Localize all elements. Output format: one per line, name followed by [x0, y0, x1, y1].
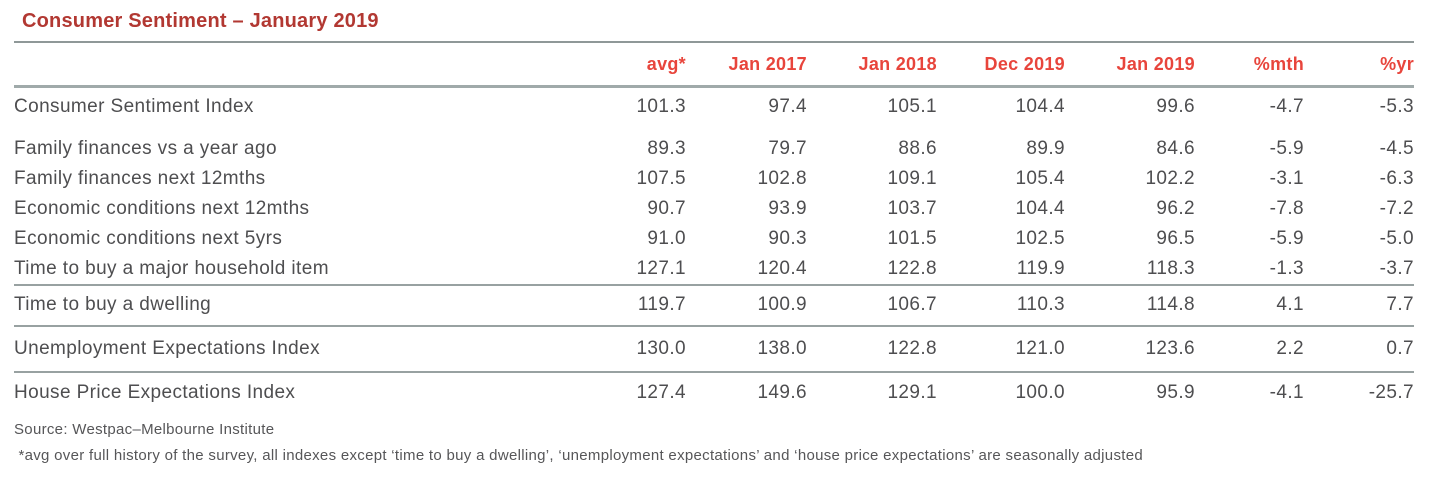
value-cell: 84.6 [1156, 138, 1195, 159]
label-column-header [14, 43, 560, 88]
value-cell: 99.6 [1156, 96, 1195, 117]
value-cell: 79.7 [768, 138, 807, 159]
column-header: Jan 2019 [1065, 43, 1195, 88]
column-header: Jan 2018 [807, 43, 937, 88]
value-cell: 138.0 [686, 325, 807, 372]
table-row: Unemployment Expectations Index 130.0 138.… [14, 325, 1414, 372]
value-cell: -6.3 [1379, 168, 1414, 189]
value-cell: 105.1 [887, 96, 937, 117]
row-label: Time to buy a major household item [14, 258, 329, 279]
value-cell: 106.7 [807, 284, 937, 326]
value-cell: 90.7 [647, 198, 686, 219]
value-cell: 89.9 [1026, 138, 1065, 159]
row-label: Unemployment Expectations Index [14, 325, 560, 372]
row-label: Family finances next 12mths [14, 168, 266, 189]
value-cell: 104.4 [1015, 198, 1065, 219]
value-cell: 118.3 [1146, 258, 1195, 279]
row-label: Economic conditions next 12mths [14, 198, 310, 219]
value-cell: 103.7 [887, 198, 937, 219]
value-cell: 110.3 [937, 284, 1065, 326]
table-row: Family finances vs a year ago 89.3 79.7 88.… [14, 134, 1414, 164]
title-divider [14, 41, 1414, 43]
value-cell: -5.9 [1269, 138, 1304, 159]
value-cell: 90.3 [768, 228, 807, 249]
table-row: Family finances next 12mths 107.5 102.8 109… [14, 164, 1414, 194]
value-cell: -3.7 [1379, 258, 1414, 279]
table-row: Consumer Sentiment Index 101.3 97.4 105.1 10… [14, 87, 1414, 135]
value-cell: 0.7 [1304, 325, 1414, 372]
table-row: House Price Expectations Index 127.4 149.6… [14, 371, 1414, 410]
column-header: avg* [560, 43, 686, 88]
value-cell: 4.1 [1195, 284, 1304, 326]
page-title: Consumer Sentiment – January 2019 [22, 10, 379, 32]
value-cell: 100.9 [686, 284, 807, 326]
value-cell: 105.4 [1015, 168, 1065, 189]
value-cell: -4.5 [1379, 138, 1414, 159]
value-cell: 93.9 [768, 198, 807, 219]
value-cell: 89.3 [647, 138, 686, 159]
value-cell: 129.1 [807, 371, 937, 410]
column-header: %yr [1304, 43, 1414, 88]
value-cell: 107.5 [636, 168, 686, 189]
value-cell: 102.8 [757, 168, 807, 189]
value-cell: -7.2 [1379, 198, 1414, 219]
value-cell: 96.2 [1156, 198, 1195, 219]
value-cell: 123.6 [1065, 325, 1195, 372]
value-cell: -5.9 [1269, 228, 1304, 249]
value-cell: 122.8 [807, 325, 937, 372]
value-cell: -1.3 [1269, 258, 1304, 279]
value-cell: 121.0 [937, 325, 1065, 372]
row-label: Family finances vs a year ago [14, 138, 277, 159]
value-cell: 2.2 [1195, 325, 1304, 372]
value-cell: -5.3 [1379, 96, 1414, 117]
table-row: Time to buy a dwelling 119.7 100.9 106.7 110… [14, 284, 1414, 326]
value-cell: -7.8 [1269, 198, 1304, 219]
value-cell: 127.1 [636, 258, 686, 279]
row-label: Consumer Sentiment Index [14, 96, 254, 117]
value-cell: 149.6 [686, 371, 807, 410]
value-cell: 130.0 [560, 325, 686, 372]
table-row: Economic conditions next 5yrs 91.0 90.3 101… [14, 224, 1414, 254]
value-cell: 100.0 [937, 371, 1065, 410]
value-cell: 109.1 [887, 168, 937, 189]
table-row: Time to buy a major household item 127.1 1… [14, 254, 1414, 285]
row-label: House Price Expectations Index [14, 371, 560, 410]
column-header: %mth [1195, 43, 1304, 88]
value-cell: 104.4 [1015, 96, 1065, 117]
value-cell: 95.9 [1065, 371, 1195, 410]
value-cell: 102.5 [1015, 228, 1065, 249]
value-cell: 119.7 [560, 284, 686, 326]
value-cell: 91.0 [647, 228, 686, 249]
value-cell: 97.4 [768, 96, 807, 117]
value-cell: 96.5 [1156, 228, 1195, 249]
value-cell: 120.4 [757, 258, 807, 279]
sentiment-table: avg* Jan 2017 Jan 2018 Dec 2019 Jan 2019 %mth… [14, 43, 1414, 410]
value-cell: -4.7 [1269, 96, 1304, 117]
value-cell: 102.2 [1145, 168, 1195, 189]
value-cell: -25.7 [1304, 371, 1414, 410]
consumer-sentiment-report: Consumer Sentiment – January 2019 avg* Ja… [14, 10, 1414, 464]
value-cell: 127.4 [560, 371, 686, 410]
value-cell: 88.6 [898, 138, 937, 159]
row-label: Time to buy a dwelling [14, 284, 560, 326]
column-header: Dec 2019 [937, 43, 1065, 88]
value-cell: 101.3 [636, 96, 686, 117]
value-cell: 101.5 [887, 228, 937, 249]
table-header-row: avg* Jan 2017 Jan 2018 Dec 2019 Jan 2019 %mth… [14, 43, 1414, 88]
value-cell: 7.7 [1304, 284, 1414, 326]
value-cell: -3.1 [1269, 168, 1304, 189]
value-cell: 114.8 [1065, 284, 1195, 326]
value-cell: -4.1 [1195, 371, 1304, 410]
row-label: Economic conditions next 5yrs [14, 228, 283, 249]
value-cell: 122.8 [887, 258, 937, 279]
source-note: Source: Westpac–Melbourne Institute [14, 421, 275, 438]
footnote: *avg over full history of the survey, al… [14, 447, 1143, 464]
value-cell: 119.9 [1016, 258, 1065, 279]
table-row: Economic conditions next 12mths 90.7 93.9 1… [14, 194, 1414, 224]
column-header: Jan 2017 [686, 43, 807, 88]
value-cell: -5.0 [1379, 228, 1414, 249]
